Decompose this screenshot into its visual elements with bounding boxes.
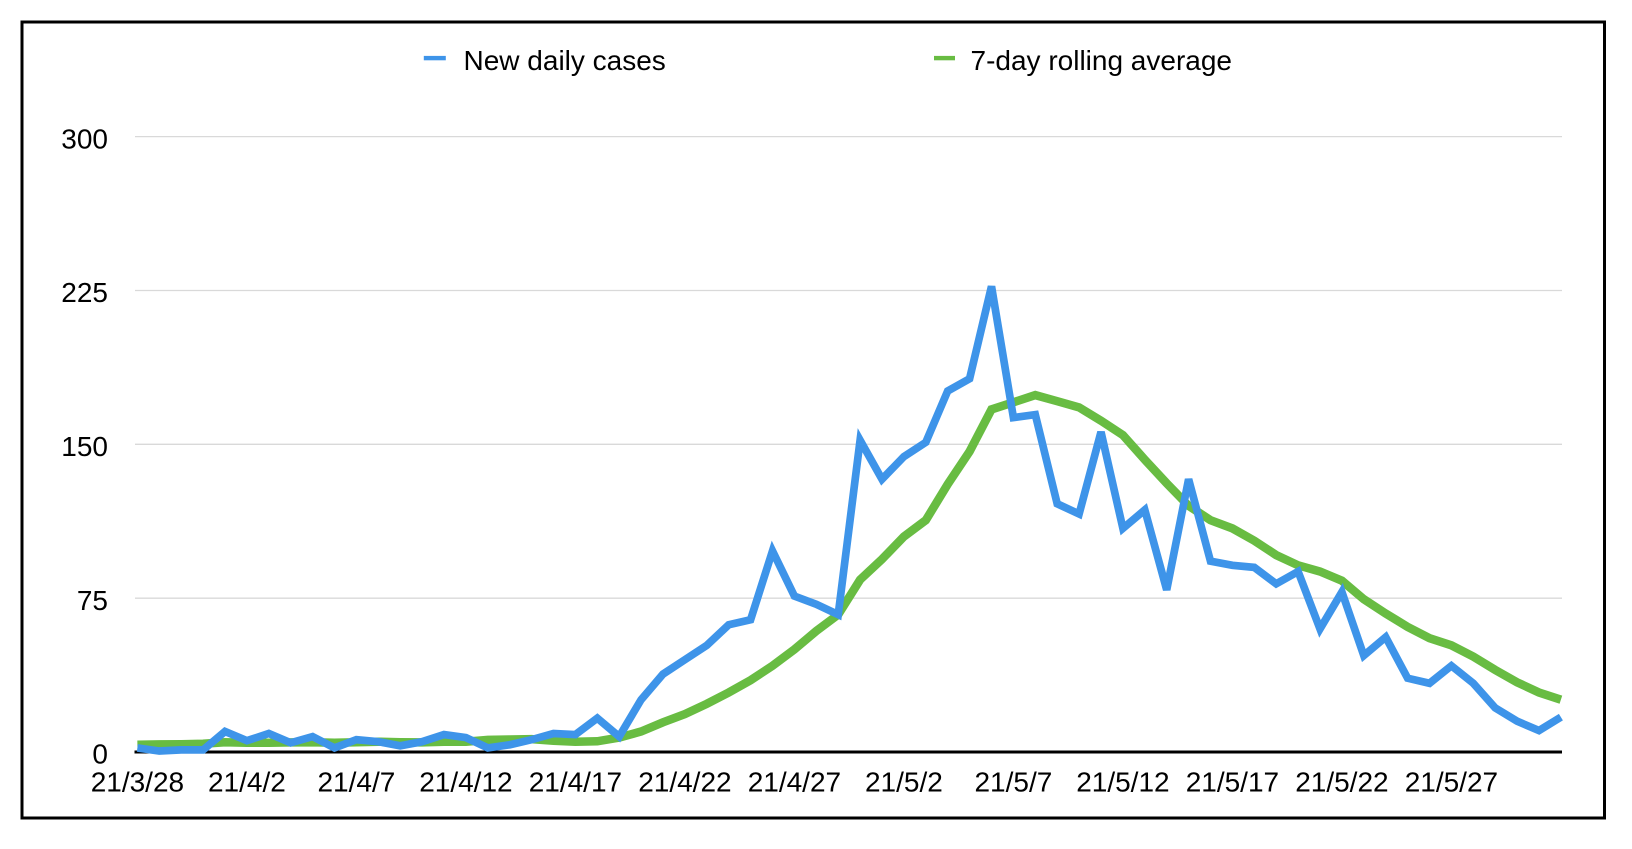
svg-text:225: 225 [61, 277, 108, 308]
svg-text:21/4/27: 21/4/27 [748, 767, 841, 798]
svg-text:75: 75 [77, 585, 108, 616]
svg-text:300: 300 [61, 123, 108, 154]
svg-text:21/5/12: 21/5/12 [1076, 767, 1169, 798]
svg-text:21/4/22: 21/4/22 [638, 767, 731, 798]
svg-text:21/5/27: 21/5/27 [1405, 767, 1498, 798]
svg-text:0: 0 [92, 739, 108, 770]
svg-text:21/4/12: 21/4/12 [419, 767, 512, 798]
svg-text:7-day rolling average: 7-day rolling average [971, 45, 1233, 76]
svg-text:21/5/2: 21/5/2 [865, 767, 943, 798]
svg-text:21/4/2: 21/4/2 [208, 767, 286, 798]
svg-text:21/4/17: 21/4/17 [529, 767, 622, 798]
svg-text:21/5/22: 21/5/22 [1295, 767, 1388, 798]
svg-text:21/5/7: 21/5/7 [974, 767, 1052, 798]
svg-text:21/4/7: 21/4/7 [317, 767, 395, 798]
svg-text:New daily cases: New daily cases [464, 45, 666, 76]
svg-text:150: 150 [61, 431, 108, 462]
svg-text:21/5/17: 21/5/17 [1186, 767, 1279, 798]
svg-text:21/3/28: 21/3/28 [91, 767, 184, 798]
